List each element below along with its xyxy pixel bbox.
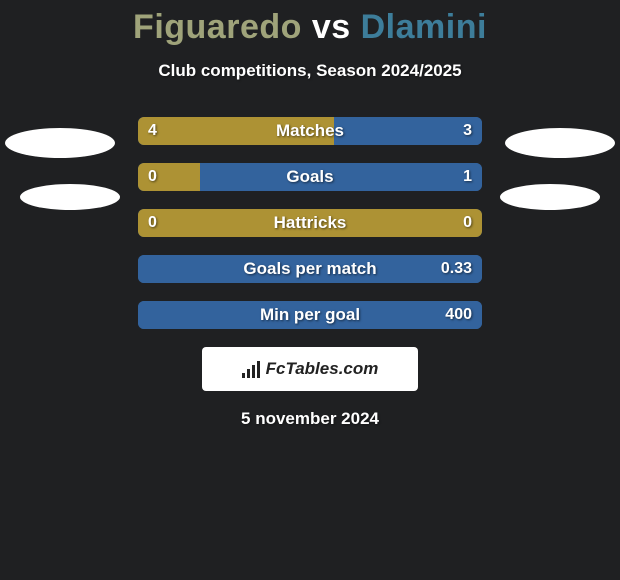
source-text: FcTables.com [266, 359, 379, 379]
comparison-infographic: Figuaredo vs Dlamini Club competitions, … [0, 0, 620, 580]
stat-label: Goals per match [138, 255, 482, 283]
stat-label: Min per goal [138, 301, 482, 329]
stat-label: Goals [138, 163, 482, 191]
decorative-ellipse [505, 128, 615, 158]
stat-row: 0.33Goals per match [138, 255, 482, 283]
stat-row: 01Goals [138, 163, 482, 191]
player1-name: Figuaredo [133, 8, 302, 46]
vs-text: vs [312, 8, 351, 46]
stats-area: 43Matches 01Goals 00Hattricks 0.33Goals per… [0, 117, 620, 329]
stat-row: 43Matches [138, 117, 482, 145]
source-badge: FcTables.com [202, 347, 418, 391]
stat-label: Hattricks [138, 209, 482, 237]
player2-name: Dlamini [361, 8, 487, 46]
subtitle: Club competitions, Season 2024/2025 [0, 61, 620, 81]
decorative-ellipse [5, 128, 115, 158]
stat-label: Matches [138, 117, 482, 145]
bars-icon [242, 360, 260, 378]
decorative-ellipse [500, 184, 600, 210]
decorative-ellipse [20, 184, 120, 210]
page-title: Figuaredo vs Dlamini [0, 0, 620, 47]
date-text: 5 november 2024 [0, 409, 620, 429]
stat-row: 400Min per goal [138, 301, 482, 329]
stat-row: 00Hattricks [138, 209, 482, 237]
